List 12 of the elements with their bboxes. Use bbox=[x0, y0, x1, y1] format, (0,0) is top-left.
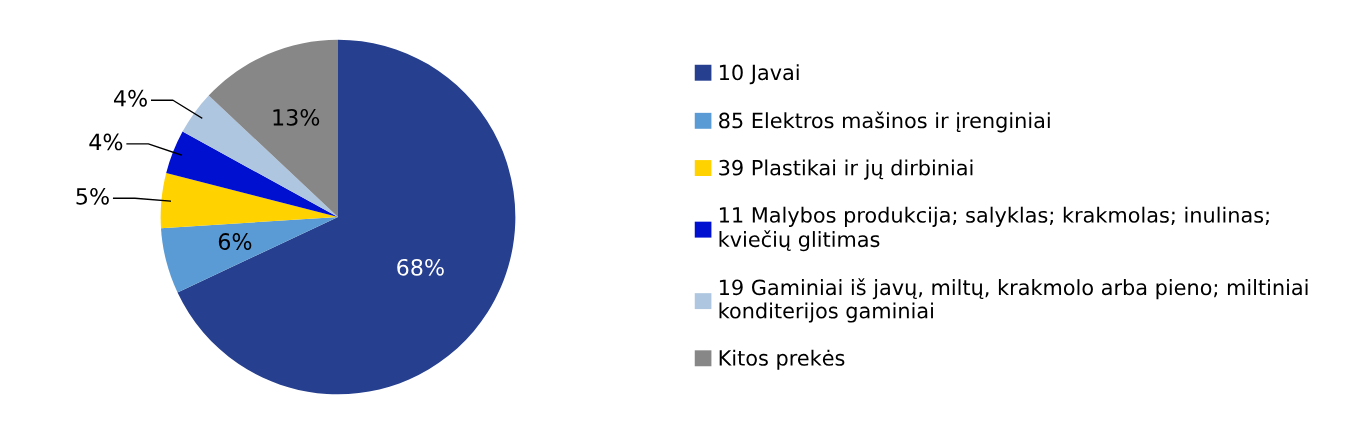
legend-label: 10 Javai bbox=[719, 64, 799, 85]
data-label: 5% bbox=[76, 187, 109, 205]
data-label: 4% bbox=[113, 89, 147, 107]
legend-label: 85 Elektros mašinos ir įrenginiai bbox=[719, 111, 1050, 133]
data-label: 68% bbox=[397, 258, 444, 276]
legend-label: Kitos prekės bbox=[719, 349, 845, 370]
legend-label: 11 Malybos produkcija; salyklas; krakmolas; inulinas; kviečių glitimas bbox=[719, 206, 1269, 252]
data-label: 13% bbox=[273, 108, 320, 126]
legend-label: 39 Plastikai ir jų dirbiniai bbox=[719, 159, 973, 180]
legend-label: 19 Gaminiai iš javų, miltų, krakmolo arba pieno; miltiniai konditerijos gaminiai bbox=[719, 278, 1308, 323]
data-label: 4% bbox=[89, 133, 123, 151]
data-label: 6% bbox=[218, 233, 252, 250]
